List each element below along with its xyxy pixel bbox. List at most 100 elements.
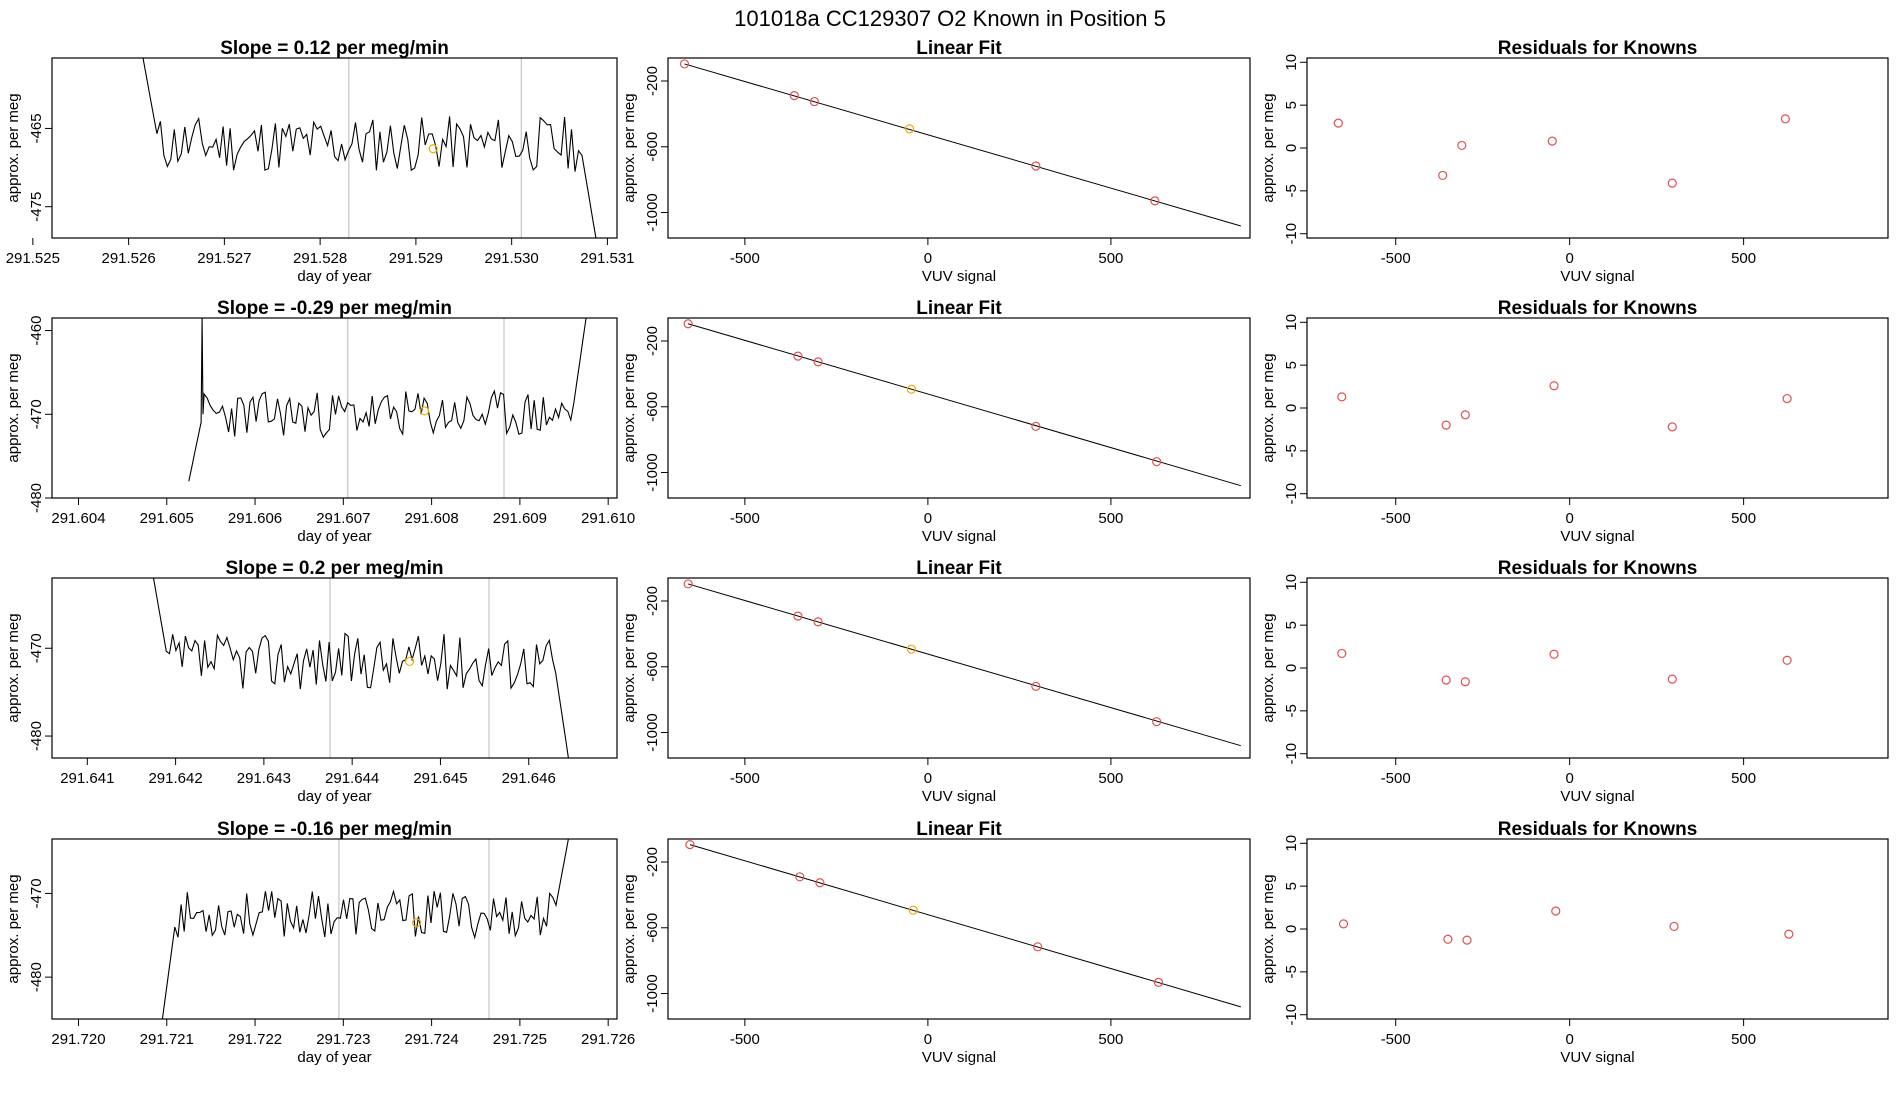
y-axis-title: approx. per meg xyxy=(621,613,638,722)
x-tick-label: 291.606 xyxy=(228,510,282,527)
x-tick-label: 291.530 xyxy=(485,250,539,267)
plot-frame xyxy=(51,838,618,1020)
x-axis-title: VUV signal xyxy=(1560,1049,1634,1066)
known-point xyxy=(1438,170,1448,181)
known-point xyxy=(809,96,820,107)
known-point xyxy=(1782,655,1792,665)
x-axis-title: day of year xyxy=(297,268,371,285)
x-axis-title: VUV signal xyxy=(922,788,996,805)
chart-title: Residuals for Knowns xyxy=(1498,38,1698,59)
plot-frame xyxy=(51,577,618,759)
known-point xyxy=(1547,136,1557,146)
chart-panel-4: Slope = -0.29 per meg/min 291.604 291.605 2… xyxy=(5,298,635,545)
y-axis-title: approx. per meg xyxy=(621,93,638,202)
y-tick-label: -1000 xyxy=(644,713,661,751)
x-tick-label: 291.528 xyxy=(293,250,347,267)
unknown-point xyxy=(906,644,917,654)
y-tick-label: 0 xyxy=(1283,925,1300,933)
x-tick-label: 500 xyxy=(1731,250,1756,267)
known-point xyxy=(683,319,693,329)
chart-title: Linear Fit xyxy=(916,819,1002,840)
y-tick-label: -600 xyxy=(644,392,661,422)
highlight-marker xyxy=(419,406,430,416)
x-tick-label: -500 xyxy=(1381,250,1411,267)
x-tick-label: -500 xyxy=(1381,510,1411,527)
known-point xyxy=(815,878,825,888)
y-tick-label: 10 xyxy=(1283,54,1300,71)
x-tick-label: 500 xyxy=(1731,1031,1756,1048)
x-tick-label: 291.526 xyxy=(101,250,155,267)
x-axis-title: day of year xyxy=(297,528,371,545)
known-point xyxy=(1152,457,1162,467)
y-tick-label: -1000 xyxy=(644,453,661,491)
y-tick-label: -600 xyxy=(644,132,661,162)
y-tick-label: -600 xyxy=(644,913,661,943)
unknown-point xyxy=(904,124,915,134)
plot-frame xyxy=(667,57,1251,239)
chart-panel-3: Residuals for Knowns -500 0 500 10 5 0 -5 -10 VUV… xyxy=(1260,38,1889,285)
plot-marks xyxy=(1337,381,1792,432)
x-tick-label: 291.641 xyxy=(60,770,114,787)
x-axis-title: VUV signal xyxy=(1560,268,1634,285)
y-tick-label: 10 xyxy=(1283,835,1300,852)
y-tick-label: 0 xyxy=(1283,404,1300,412)
chart-panel-11: Linear Fit -500 0 500 -200 -600 -1000 VUV signa… xyxy=(621,819,1251,1066)
x-tick-label: 291.642 xyxy=(148,770,202,787)
chart-title: Linear Fit xyxy=(916,38,1002,59)
y-tick-label: 0 xyxy=(1283,664,1300,672)
x-tick-label: 291.722 xyxy=(228,1031,282,1048)
y-tick-label: 0 xyxy=(1283,144,1300,152)
known-point xyxy=(1031,681,1041,691)
known-point xyxy=(1441,420,1451,430)
y-axis-title: approx. per meg xyxy=(621,353,638,462)
x-tick-label: 291.608 xyxy=(404,510,458,527)
highlight-marker xyxy=(428,144,438,154)
x-axis-title: VUV signal xyxy=(1560,788,1634,805)
x-tick-label: 291.527 xyxy=(197,250,251,267)
plot-frame xyxy=(667,577,1251,759)
fit-line xyxy=(687,583,1241,747)
y-tick-label: 10 xyxy=(1283,574,1300,591)
known-point xyxy=(1782,393,1792,404)
x-tick-label: 291.529 xyxy=(389,250,443,267)
known-point xyxy=(1031,421,1041,431)
y-tick-label: 5 xyxy=(1283,621,1300,629)
y-tick-label: -470 xyxy=(28,878,45,908)
y-tick-label: -480 xyxy=(28,483,45,513)
unknown-point xyxy=(906,384,917,394)
known-point xyxy=(795,872,805,882)
known-point xyxy=(1337,392,1347,402)
known-point xyxy=(1441,675,1451,685)
known-point xyxy=(1333,118,1343,128)
x-tick-label: 0 xyxy=(1565,770,1573,787)
highlight-marker xyxy=(412,918,422,928)
known-point xyxy=(1337,648,1347,659)
panel-grid: Slope = 0.12 per meg/min 291.525 291.526 29… xyxy=(5,38,1889,1066)
y-tick-label: 5 xyxy=(1283,361,1300,369)
known-point xyxy=(1669,921,1679,932)
x-tick-label: 291.726 xyxy=(581,1031,635,1048)
x-axis-title: VUV signal xyxy=(922,528,996,545)
x-tick-label: 291.721 xyxy=(140,1031,194,1048)
chart-title: Linear Fit xyxy=(916,298,1002,319)
chart-panel-1: Slope = 0.12 per meg/min 291.525 291.526 29… xyxy=(5,38,635,285)
y-tick-label: 5 xyxy=(1283,101,1300,109)
y-axis-title: approx. per meg xyxy=(5,613,22,722)
y-tick-label: -200 xyxy=(644,326,661,356)
x-tick-label: 291.607 xyxy=(316,510,370,527)
time-series-line xyxy=(152,578,569,758)
unknown-point xyxy=(908,905,918,915)
fit-line xyxy=(689,844,1241,1008)
highlight-marker xyxy=(404,656,415,667)
y-tick-label: -475 xyxy=(28,192,45,222)
plot-frame xyxy=(51,57,618,239)
y-tick-label: -5 xyxy=(1283,704,1300,717)
known-point xyxy=(789,91,799,101)
y-axis-title: approx. per meg xyxy=(1260,353,1277,462)
known-point xyxy=(1457,140,1467,151)
known-point xyxy=(1033,942,1043,952)
time-series-line xyxy=(142,58,597,238)
x-tick-label: 291.725 xyxy=(493,1031,547,1048)
chart-title: Residuals for Knowns xyxy=(1498,558,1698,579)
x-axis-title: VUV signal xyxy=(922,268,996,285)
